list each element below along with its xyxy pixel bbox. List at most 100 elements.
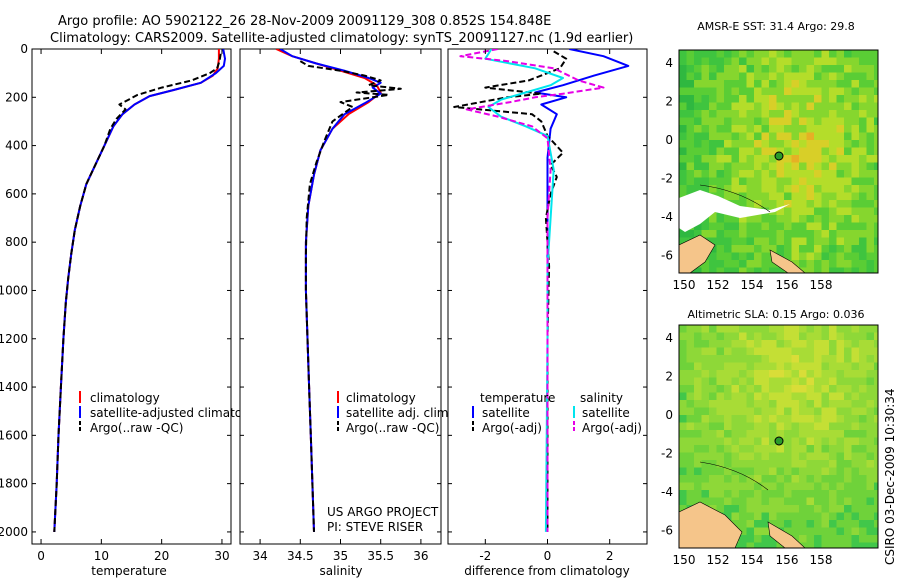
map-cell xyxy=(844,385,852,393)
map-cell xyxy=(769,385,777,393)
map-cell xyxy=(791,377,800,386)
map-cell xyxy=(769,340,777,348)
map-cell xyxy=(686,347,695,356)
map-cell xyxy=(844,125,852,133)
map-cell xyxy=(866,57,875,66)
map-cell xyxy=(761,527,770,536)
map-cell xyxy=(844,132,852,141)
map-cell xyxy=(746,467,755,476)
map-cell xyxy=(731,177,740,186)
map-cell xyxy=(814,95,822,103)
map-cell xyxy=(821,132,830,141)
sla-coastline xyxy=(699,461,769,491)
map-cell xyxy=(784,192,792,201)
series-line-argo xyxy=(53,53,222,532)
map-cell xyxy=(724,332,732,341)
map-cell xyxy=(784,110,792,118)
map-cell xyxy=(799,452,807,461)
map-cell xyxy=(814,452,822,461)
map-cell xyxy=(806,237,815,246)
map-cell xyxy=(829,87,837,96)
map-cell xyxy=(851,192,860,201)
map-cell xyxy=(746,125,755,133)
map-cell xyxy=(724,155,732,163)
map-cell xyxy=(716,430,725,438)
map-cell xyxy=(799,215,807,223)
map-cell xyxy=(836,475,845,483)
map-cell xyxy=(844,437,852,446)
map-cell xyxy=(791,200,800,208)
map-cell xyxy=(709,407,717,416)
map-cell xyxy=(694,332,702,341)
map-cell xyxy=(821,407,830,416)
map-cell xyxy=(754,177,762,186)
map-cell xyxy=(701,370,710,378)
map-cell xyxy=(694,87,702,96)
map-cell xyxy=(866,200,875,208)
map-cell xyxy=(709,170,717,178)
map-cell xyxy=(716,332,725,341)
map-cell xyxy=(679,490,687,498)
map-cell xyxy=(806,400,815,408)
map-cell xyxy=(716,215,725,223)
map-cell xyxy=(746,452,755,461)
map-cell xyxy=(821,140,830,148)
map-cell xyxy=(829,222,837,231)
map-cell xyxy=(746,512,755,521)
map-cell xyxy=(844,475,852,483)
map-cell xyxy=(761,332,770,341)
map-cell xyxy=(874,505,878,513)
map-cell xyxy=(866,207,875,216)
map-cell xyxy=(829,207,837,216)
map-cell xyxy=(844,200,852,208)
map-cell xyxy=(679,415,687,423)
map-cell xyxy=(829,535,837,543)
map-cell xyxy=(761,200,770,208)
map-cell xyxy=(814,505,822,513)
map-cell xyxy=(799,102,807,111)
map-cell xyxy=(731,437,740,446)
map-cell xyxy=(761,222,770,231)
map-ytick-label: -6 xyxy=(661,524,673,538)
map-cell xyxy=(829,490,837,498)
map-cell xyxy=(694,267,702,273)
map-cell xyxy=(806,542,815,548)
map-cell xyxy=(694,50,702,58)
map-cell xyxy=(866,542,875,548)
map-cell xyxy=(754,57,762,66)
map-cell xyxy=(814,260,822,268)
map-cell xyxy=(769,497,777,506)
map-cell xyxy=(754,497,762,506)
map-cell xyxy=(694,452,702,461)
map-cell xyxy=(829,377,837,386)
map-cell xyxy=(859,140,867,148)
map-cell xyxy=(784,445,792,453)
map-cell xyxy=(739,222,747,231)
map-cell xyxy=(836,132,845,141)
map-cell xyxy=(746,267,755,273)
map-cell xyxy=(814,385,822,393)
map-ytick-label: 4 xyxy=(665,56,673,70)
map-cell xyxy=(814,110,822,118)
map-cell xyxy=(799,505,807,513)
map-cell xyxy=(776,512,785,521)
map-cell xyxy=(806,222,815,231)
map-cell xyxy=(836,95,845,103)
map-cell xyxy=(866,392,875,401)
map-cell xyxy=(731,110,740,118)
map-cell xyxy=(851,370,860,378)
map-cell xyxy=(784,482,792,491)
map-cell xyxy=(776,140,785,148)
map-cell xyxy=(821,325,830,333)
sla-land-island xyxy=(767,521,806,548)
map-cell xyxy=(844,177,852,186)
map-cell xyxy=(814,140,822,148)
map-cell xyxy=(791,192,800,201)
map-cell xyxy=(761,80,770,88)
map-cell xyxy=(679,65,687,73)
map-cell xyxy=(716,422,725,431)
map-cell xyxy=(754,430,762,438)
salinity-panel: 34 34.5 35 35.5 36 salinity climatology sate… xyxy=(239,48,452,578)
map-cell xyxy=(836,110,845,118)
map-cell xyxy=(859,147,867,156)
